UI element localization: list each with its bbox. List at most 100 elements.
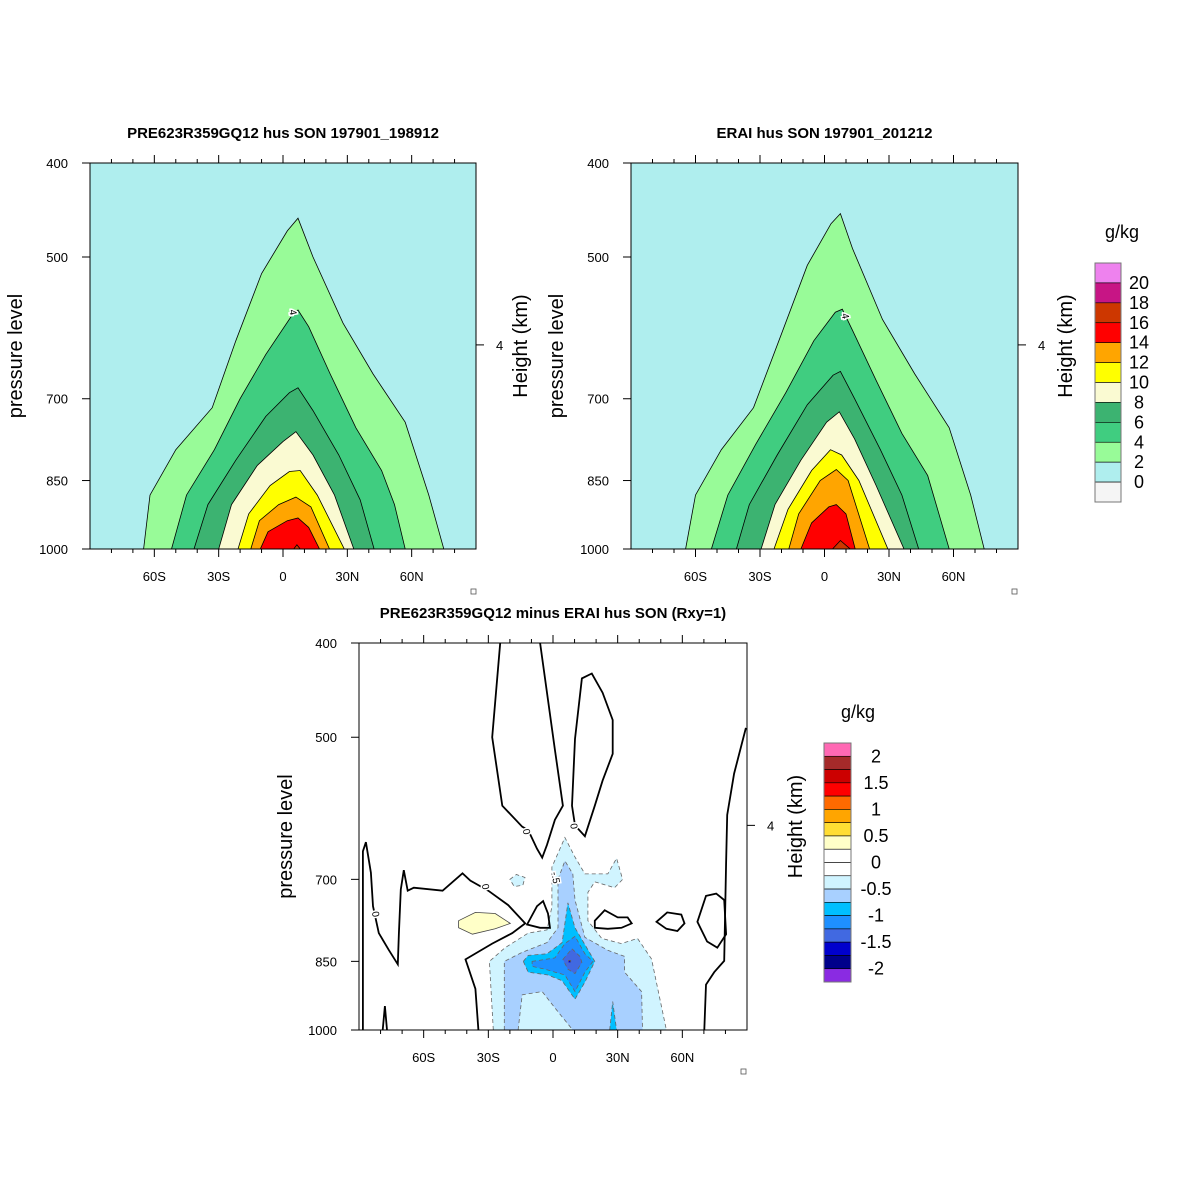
right-tick-label: 4 — [767, 818, 774, 833]
colorbar-box — [1094, 382, 1122, 403]
colorbar-box — [823, 968, 852, 983]
colorbar-label: 8 — [1134, 392, 1144, 412]
zero-contour-line — [593, 909, 634, 930]
colorbar-box — [823, 888, 852, 903]
colorbar-box — [823, 769, 852, 784]
colorbar-box — [823, 795, 852, 810]
colorbar-box — [823, 915, 852, 930]
x-tick-label: 0 — [279, 569, 286, 584]
corner-marker — [740, 1068, 747, 1075]
panel-title: PRE623R359GQ12 minus ERAI hus SON (Rxy=1… — [380, 605, 726, 622]
colorbar-label: 0.5 — [863, 826, 888, 846]
colorbar-label: 12 — [1129, 353, 1149, 373]
y-tick-label: 1000 — [39, 542, 68, 557]
contour-layer: 4 — [143, 217, 445, 549]
y-tick-label: 500 — [587, 250, 609, 265]
contour-fill-16 — [293, 544, 301, 549]
panel-title: PRE623R359GQ12 hus SON 197901_198912 — [127, 125, 439, 142]
colorbar-label: 14 — [1129, 333, 1149, 353]
colorbar-box — [1094, 402, 1122, 423]
x-tick-label: 30S — [477, 1050, 500, 1065]
x-tick-label: 0 — [549, 1050, 556, 1065]
right-axis-label: Height (km) — [785, 775, 807, 878]
colorbar-frame — [823, 742, 852, 983]
colorbar-label: -1.5 — [860, 932, 891, 952]
contour-fill--1 — [531, 935, 594, 993]
colorbar-label: 20 — [1129, 273, 1149, 293]
panel-3: 0 0 0 0 -.5 60S 30S 0 30N 60N 400 500 700 850 1000 4 PRE… — [275, 605, 892, 1075]
colorbar-label: 18 — [1129, 293, 1149, 313]
y-tick-label: 400 — [315, 636, 337, 651]
y-tick-label: 700 — [587, 392, 609, 407]
colorbar-box — [823, 941, 852, 956]
contour-fill-0p25 — [458, 911, 512, 935]
colorbar-frame — [1094, 262, 1122, 503]
colorbar-label: 6 — [1134, 412, 1144, 432]
colorbar-label: 4 — [1134, 432, 1144, 452]
contour-fill--0p25 — [517, 991, 574, 1030]
right-tick-label: 4 — [1038, 338, 1045, 353]
x-tick-label: 60S — [143, 569, 166, 584]
x-tick-label: 60N — [942, 569, 966, 584]
colorbar-box — [823, 862, 852, 877]
right-axis-label: Height (km) — [510, 294, 532, 397]
colorbar-label: 1.5 — [863, 773, 888, 793]
y-tick-label: 850 — [315, 954, 337, 969]
panel-2: 4 60S 30S 0 30N 60N 400 500 700 850 1000 4 ERAI hus … — [546, 125, 1149, 595]
y-tick-label: 1000 — [308, 1023, 337, 1038]
zero-contour-line — [381, 1006, 388, 1030]
colorbar-box — [1094, 441, 1122, 463]
colorbar-box — [1094, 262, 1122, 284]
x-tick-label: 60N — [670, 1050, 694, 1065]
colorbar-box — [823, 955, 852, 970]
y-tick-label: 850 — [46, 474, 68, 489]
y-tick-label: 850 — [587, 474, 609, 489]
colorbar-box — [823, 835, 852, 850]
y-tick-label: 500 — [46, 250, 68, 265]
colorbar-label: -1 — [868, 906, 884, 926]
colorbar-box — [823, 809, 852, 823]
colorbar-box — [1094, 342, 1122, 363]
contour-label: 4 — [286, 309, 298, 317]
y-axis-label: pressure level — [275, 774, 297, 899]
colorbar-label: -2 — [868, 959, 884, 979]
colorbar-label: 16 — [1129, 313, 1149, 333]
zero-contour-line — [571, 672, 614, 838]
contour-fill-14 — [800, 504, 856, 549]
x-tick-label: 30S — [748, 569, 771, 584]
contour-label: -.5 — [548, 871, 561, 885]
contour-label: 4 — [839, 312, 851, 320]
x-tick-label: 30N — [606, 1050, 630, 1065]
contour-label: 0 — [479, 883, 491, 891]
contour-fill--1p25 — [562, 948, 583, 975]
corner-marker — [1011, 588, 1018, 595]
contour-fill-14 — [259, 517, 320, 549]
colorbar-units: g/kg — [841, 702, 875, 722]
contour-fill--0p25 — [509, 874, 526, 887]
colorbar-box — [823, 755, 852, 770]
colorbar-label: 10 — [1129, 373, 1149, 393]
colorbar-box — [823, 848, 852, 863]
contour-layer: 0 0 0 0 -.5 — [361, 643, 747, 1030]
colorbar-label: 1 — [871, 799, 881, 819]
colorbar-box — [1094, 302, 1122, 324]
zero-contour-line — [655, 911, 686, 932]
y-tick-label: 400 — [587, 156, 609, 171]
contour-fill-16 — [831, 539, 851, 549]
colorbar-box — [823, 875, 852, 890]
colorbar-label: 2 — [1134, 452, 1144, 472]
contour-label: 0 — [520, 828, 532, 836]
zero-contour-line — [361, 841, 527, 1030]
panel-1: 4 60S 30S 0 30N 60N 400 500 700 850 1000 4 PRE623R35… — [5, 125, 532, 595]
y-tick-label: 1000 — [580, 542, 609, 557]
colorbar-box — [823, 742, 852, 757]
contour-fill--0p75 — [609, 1001, 618, 1030]
x-tick-label: 60S — [412, 1050, 435, 1065]
contour-label: 0 — [567, 823, 579, 831]
contour-fill--1p5 — [568, 960, 572, 963]
panel-title: ERAI hus SON 197901_201212 — [717, 125, 933, 142]
right-tick-label: 4 — [496, 338, 503, 353]
colorbar-box — [1094, 461, 1122, 483]
colorbar-units: g/kg — [1105, 222, 1139, 242]
